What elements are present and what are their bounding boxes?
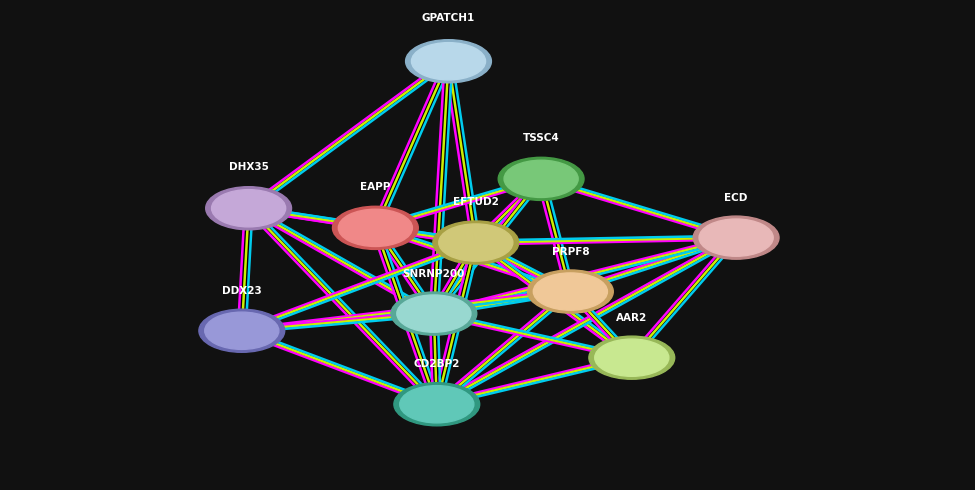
Circle shape xyxy=(338,209,412,246)
Circle shape xyxy=(212,190,286,227)
Text: TSSC4: TSSC4 xyxy=(523,133,560,143)
Circle shape xyxy=(397,295,471,332)
Circle shape xyxy=(439,224,513,261)
Circle shape xyxy=(394,383,480,426)
Text: AAR2: AAR2 xyxy=(616,313,647,323)
Circle shape xyxy=(391,292,477,335)
Circle shape xyxy=(206,187,292,230)
Circle shape xyxy=(400,386,474,423)
Circle shape xyxy=(527,270,613,313)
Circle shape xyxy=(498,157,584,200)
Circle shape xyxy=(693,216,779,259)
Text: ECD: ECD xyxy=(724,193,748,203)
Circle shape xyxy=(589,336,675,379)
Text: SNRNP200: SNRNP200 xyxy=(403,269,465,279)
Text: CD2BP2: CD2BP2 xyxy=(413,360,460,369)
Text: EAPP: EAPP xyxy=(360,182,391,192)
Text: PRPF8: PRPF8 xyxy=(552,247,589,257)
Circle shape xyxy=(699,219,773,256)
Circle shape xyxy=(595,339,669,376)
Circle shape xyxy=(504,160,578,197)
Circle shape xyxy=(533,273,607,310)
Circle shape xyxy=(199,309,285,352)
Circle shape xyxy=(411,43,486,80)
Text: EFTUD2: EFTUD2 xyxy=(452,197,499,207)
Circle shape xyxy=(332,206,418,249)
Circle shape xyxy=(406,40,491,83)
Text: DDX23: DDX23 xyxy=(222,286,261,296)
Circle shape xyxy=(433,221,519,264)
Circle shape xyxy=(205,312,279,349)
Text: DHX35: DHX35 xyxy=(229,163,268,172)
Text: GPATCH1: GPATCH1 xyxy=(422,13,475,23)
